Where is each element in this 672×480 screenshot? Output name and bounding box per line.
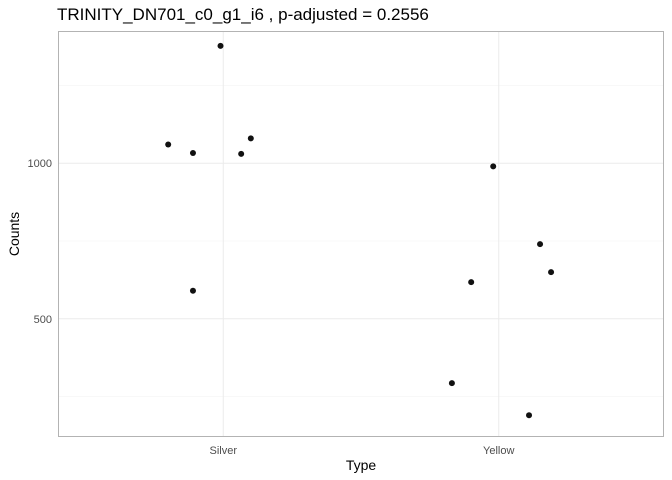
data-point [448,380,455,387]
data-point [490,163,497,170]
plot-panel [58,31,664,437]
data-points [165,42,555,419]
data-point [217,42,224,49]
data-point [165,141,172,148]
data-point [468,279,475,286]
data-point [548,269,555,276]
x-tick-label: Yellow [483,445,514,457]
data-point [247,135,254,142]
y-axis-ticks: 500 1000 [28,158,52,326]
x-axis-title: Type [346,457,377,473]
data-point [189,287,196,294]
chart-title: TRINITY_DN701_c0_g1_i6 , p-adjusted = 0.… [57,5,429,24]
x-axis-ticks: Silver Yellow [210,445,515,457]
x-tick-label: Silver [210,445,238,457]
y-axis-title: Counts [6,212,22,256]
y-tick-label: 500 [34,314,52,326]
data-point [189,149,196,156]
data-point [238,150,245,157]
data-point [537,241,544,248]
y-tick-label: 1000 [28,158,52,170]
data-point [526,412,533,419]
grid [58,31,664,437]
